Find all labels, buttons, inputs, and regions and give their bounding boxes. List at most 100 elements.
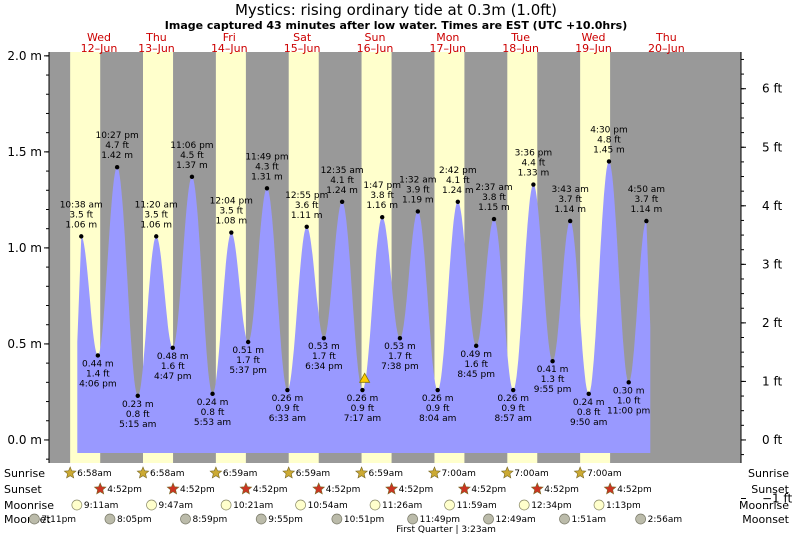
tide-time-label: 1:32 am [399,175,436,185]
sunrise-time: 6:58am [77,469,112,479]
sunset-icon [530,482,544,495]
moonset-icon [407,513,419,525]
tide-height-ft-label: 4.1 ft [446,176,470,186]
tide-height-ft-label: 1.7 ft [388,352,412,362]
tide-height-ft-label: 3.5 ft [144,210,168,220]
right-axis-tick-label: 5 ft [762,140,782,154]
tide-height-m-label: 1.42 m [101,151,133,161]
astronomy-rows: Sunrise Sunrise Sunset Sunset Moonrise Moonri… [4,466,790,535]
tide-time-label: 4:06 pm [79,379,117,389]
sunset-icon [93,482,107,495]
moonrise-time: 9:47am [159,501,194,511]
tide-time-label: 4:30 pm [590,125,628,135]
tide-annotations: 10:38 am3.5 ft1.06 m0.44 m1.4 ft4:06 pm1… [60,125,665,429]
tide-time-label: 11:06 pm [170,141,213,151]
left-axis-tick-label: 1.0 m [7,241,42,255]
moonset-time: 11:49pm [420,515,460,525]
tide-time-label: 1:47 pm [363,181,401,191]
low-tide-point [95,353,101,358]
moonrise-time: 9:11am [84,501,119,511]
tide-height-m-label: 1.24 m [326,186,358,196]
low-tide-point [135,393,140,398]
moonset-icon [483,513,494,525]
low-tide-point [210,391,215,397]
moonset-time: 8:59pm [193,515,228,525]
row-label-right: Moonrise [739,499,789,512]
tide-time-label: 10:38 am [60,200,103,210]
day-label-weekday: Fri [223,31,236,44]
tide-height-m-label: 0.30 m [613,386,645,396]
tide-height-m-label: 1.06 m [140,220,172,230]
high-tide-point [644,218,649,224]
tide-time-label: 5:37 pm [229,366,267,376]
low-tide-point [511,387,516,393]
tide-height-ft-label: 1.4 ft [86,369,110,379]
moonrise-time: 1:13pm [606,501,641,511]
row-label-right: Moonset [742,513,789,526]
tide-height-m-label: 1.19 m [402,195,434,205]
high-tide-point [415,209,421,214]
tide-height-m-label: 1.37 m [176,161,208,171]
sunset-time: 4:52pm [617,485,652,495]
sunset-time: 4:52pm [107,485,142,495]
tide-height-m-label: 0.24 m [573,398,605,408]
moonrise-icon [444,499,455,511]
low-tide-point [397,335,403,341]
moonset-time: 1:51am [572,515,607,525]
low-tide-point [550,359,555,364]
tide-time-label: 2:37 am [475,183,512,193]
tide-time-label: 9:50 am [570,418,607,428]
day-labels: Wed12–JunThu13–JunFri14–JunSat15–JunSun1… [81,31,685,55]
day-label-date: 20–Jun [648,42,685,55]
tide-height-ft-label: 3.9 ft [406,185,430,195]
tide-height-ft-label: 1.0 ft [617,396,641,406]
right-axis-tick-label: 6 ft [762,82,782,96]
sunrise-time: 6:58am [150,469,185,479]
tide-height-m-label: 0.44 m [82,359,114,369]
sunrise-time: 7:00am [514,469,549,479]
sunset-time: 4:52pm [180,485,215,495]
tide-time-label: 6:34 pm [305,362,343,372]
tide-time-label: 11:49 pm [245,152,288,162]
tide-height-ft-label: 1.7 ft [312,352,336,362]
day-label-weekday: Thu [145,31,167,44]
sunset-icon [457,482,471,495]
low-tide-point [435,387,440,393]
axes: 2.0 m 1.5 m 1.0 m 0.5 m 0.0 m 6 ft 5 ft 4 ft 3 f… [7,49,792,506]
left-axis-tick-label: 2.0 m [7,49,42,63]
tide-height-ft-label: 4.3 ft [255,162,279,172]
tide-time-label: 7:38 pm [381,362,419,372]
moonrise-icon [220,499,232,511]
high-tide-point [339,199,345,205]
moonset-icon [180,513,191,525]
high-tide-point [154,234,159,239]
day-label-date: 14–Jun [211,42,248,55]
sunrise-time: 6:59am [223,469,258,479]
high-tide-point [531,182,536,187]
tide-height-ft-label: 4.7 ft [105,141,129,151]
row-label-left: Sunset [4,483,42,496]
tide-time-label: 3:36 pm [515,149,553,159]
left-axis-tick-label: 0.5 m [7,337,42,351]
day-label-date: 18–Jun [502,42,539,55]
high-tide-point [79,234,84,239]
tide-height-m-label: 1.31 m [251,172,283,182]
tide-height-m-label: 1.14 m [631,205,663,215]
sunrise-time: 6:59am [369,469,404,479]
high-tide-point [491,216,497,222]
tide-height-ft-label: 0.9 ft [351,404,375,414]
tide-height-m-label: 0.48 m [157,352,189,362]
sunset-time: 4:52pm [471,485,506,495]
tide-height-m-label: 1.06 m [65,220,97,230]
low-tide-point [170,345,175,350]
day-label-date: 16–Jun [357,42,394,55]
day-label-weekday: Sun [364,31,385,44]
sunrise-icon [209,466,223,479]
right-axis-tick-label: −1 ft [762,491,793,505]
tide-time-label: 9:55 pm [534,385,572,395]
high-tide-point [304,224,309,229]
tide-height-ft-label: 4.1 ft [330,176,354,186]
moonrise-time: 11:59am [457,501,497,511]
sunrise-time: 6:59am [296,469,331,479]
moonset-icon [559,513,570,525]
